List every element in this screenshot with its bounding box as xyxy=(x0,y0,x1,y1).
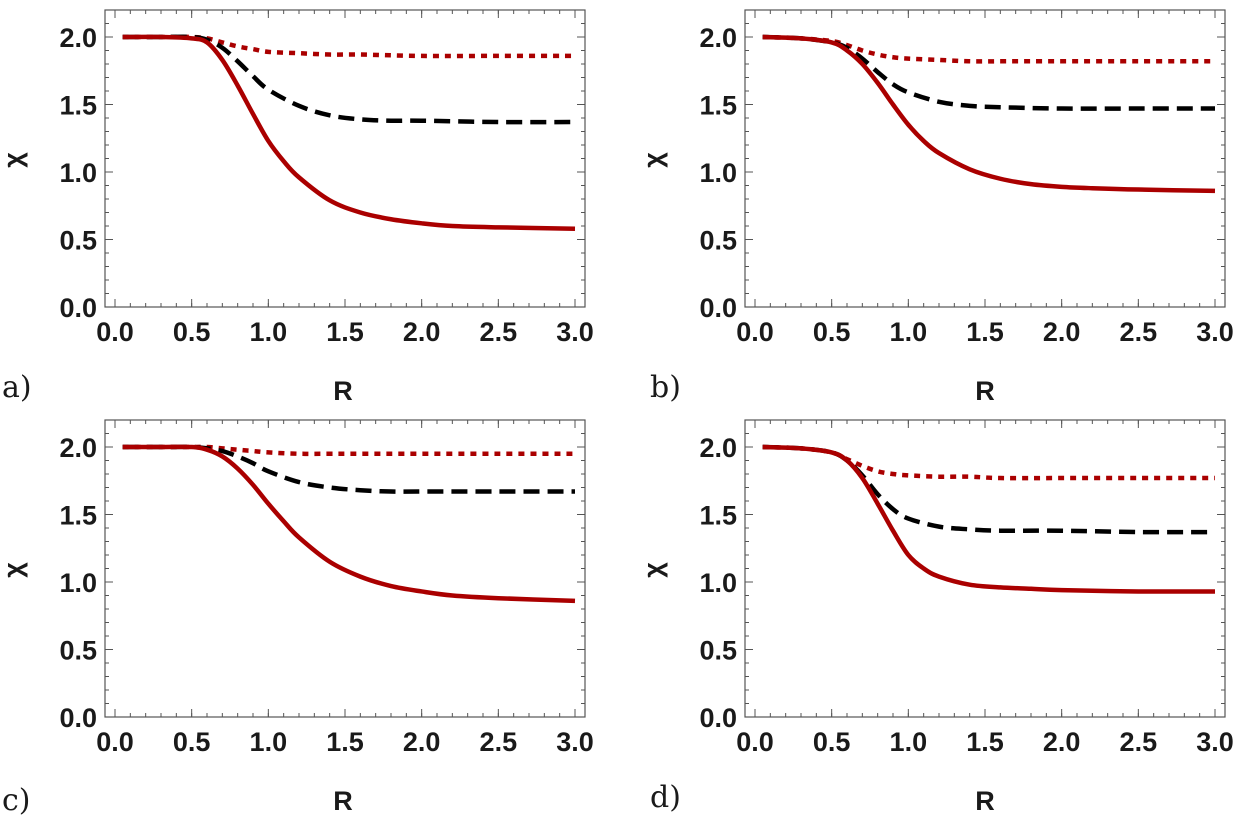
x-tick-label: 3.0 xyxy=(556,317,594,347)
x-tick-label: 0.5 xyxy=(813,317,851,347)
y-axis-label: χ xyxy=(0,152,28,168)
x-axis-label: R xyxy=(975,376,995,406)
y-tick-label: 1.0 xyxy=(59,568,97,598)
x-tick-label: 0.0 xyxy=(96,317,134,347)
chart-panel-1: 0.0 0.5 1.0 1.5 2.0 2.5 3.0 0.0 0.5 1.0 1.5 2.0 Rχ a) xyxy=(0,9,594,406)
y-tick-label: 1.0 xyxy=(699,158,737,188)
series-solid-line xyxy=(122,444,576,604)
y-axis-label: χ xyxy=(0,562,28,578)
series-dotted-line xyxy=(762,34,1215,64)
x-tick-label: 1.0 xyxy=(250,317,288,347)
y-tick-label: 1.5 xyxy=(699,501,737,531)
y-tick-label: 2.0 xyxy=(59,23,97,53)
y-tick-label: 1.5 xyxy=(59,91,97,121)
y-tick-label: 1.0 xyxy=(59,158,97,188)
chart-panel-3: 0.0 0.5 1.0 1.5 2.0 2.5 3.0 0.0 0.5 1.0 1.5 2.0 Rχ c) xyxy=(0,419,594,818)
x-tick-label: 2.0 xyxy=(1043,317,1081,347)
x-tick-label: 2.5 xyxy=(1120,727,1158,757)
series-dashed-line xyxy=(122,34,576,125)
x-tick-label: 1.5 xyxy=(326,727,364,757)
y-tick-label: 0.5 xyxy=(699,226,737,256)
y-tick-label: 0.0 xyxy=(699,293,737,323)
chart-panel-2: 0.0 0.5 1.0 1.5 2.0 2.5 3.0 0.0 0.5 1.0 1.5 2.0 Rχ b) xyxy=(638,9,1234,406)
y-axis-label: χ xyxy=(638,562,668,578)
series-dotted-line xyxy=(122,34,575,59)
series-dashed-line xyxy=(762,34,1215,111)
y-tick-label: 2.0 xyxy=(699,23,737,53)
y-axis-label: χ xyxy=(638,152,668,168)
chart-panel-4: 0.0 0.5 1.0 1.5 2.0 2.5 3.0 0.0 0.5 1.0 1.5 2.0 Rχ d) xyxy=(638,419,1234,816)
x-tick-label: 1.5 xyxy=(966,727,1004,757)
y-tick-label: 1.0 xyxy=(699,568,737,598)
series-solid-line xyxy=(762,34,1216,194)
x-axis-label: R xyxy=(333,786,353,816)
x-tick-label: 2.0 xyxy=(403,727,441,757)
y-tick-label: 0.0 xyxy=(59,293,97,323)
x-tick-label: 0.0 xyxy=(736,727,774,757)
series-solid-line xyxy=(122,34,576,231)
x-axis-label: R xyxy=(333,376,353,406)
x-tick-label: 0.0 xyxy=(96,727,134,757)
y-tick-label: 0.5 xyxy=(59,636,97,666)
plot-frame xyxy=(104,9,586,308)
series-solid-line xyxy=(762,444,1216,594)
x-tick-label: 2.5 xyxy=(480,317,518,347)
x-tick-label: 2.5 xyxy=(1120,317,1158,347)
y-tick-label: 1.5 xyxy=(699,91,737,121)
x-tick-label: 2.0 xyxy=(403,317,441,347)
panel-label: d) xyxy=(650,780,681,815)
x-axis-label: R xyxy=(975,786,995,816)
y-tick-label: 2.0 xyxy=(699,433,737,463)
x-tick-label: 3.0 xyxy=(1196,727,1234,757)
y-tick-label: 1.5 xyxy=(59,501,97,531)
y-tick-label: 0.5 xyxy=(59,226,97,256)
x-tick-label: 1.5 xyxy=(326,317,364,347)
x-tick-label: 2.0 xyxy=(1043,727,1081,757)
panel-label: a) xyxy=(2,370,32,405)
x-tick-label: 1.0 xyxy=(250,727,288,757)
y-tick-label: 0.0 xyxy=(59,703,97,733)
x-tick-label: 3.0 xyxy=(556,727,594,757)
x-tick-label: 0.0 xyxy=(736,317,774,347)
panel-label: b) xyxy=(650,370,681,405)
x-tick-label: 0.5 xyxy=(173,727,211,757)
x-tick-label: 0.5 xyxy=(813,727,851,757)
y-tick-label: 0.0 xyxy=(699,703,737,733)
series-dotted-line xyxy=(762,444,1215,481)
x-tick-label: 3.0 xyxy=(1196,317,1234,347)
y-tick-label: 0.5 xyxy=(699,636,737,666)
plot-frame xyxy=(744,419,1226,718)
x-tick-label: 0.5 xyxy=(173,317,211,347)
panel-label: c) xyxy=(2,783,31,818)
x-tick-label: 1.0 xyxy=(890,727,928,757)
series-dashed-line xyxy=(762,444,1216,535)
x-tick-label: 1.5 xyxy=(966,317,1004,347)
x-tick-label: 2.5 xyxy=(480,727,518,757)
y-tick-label: 2.0 xyxy=(59,433,97,463)
x-tick-label: 1.0 xyxy=(890,317,928,347)
plot-frame xyxy=(744,9,1226,308)
